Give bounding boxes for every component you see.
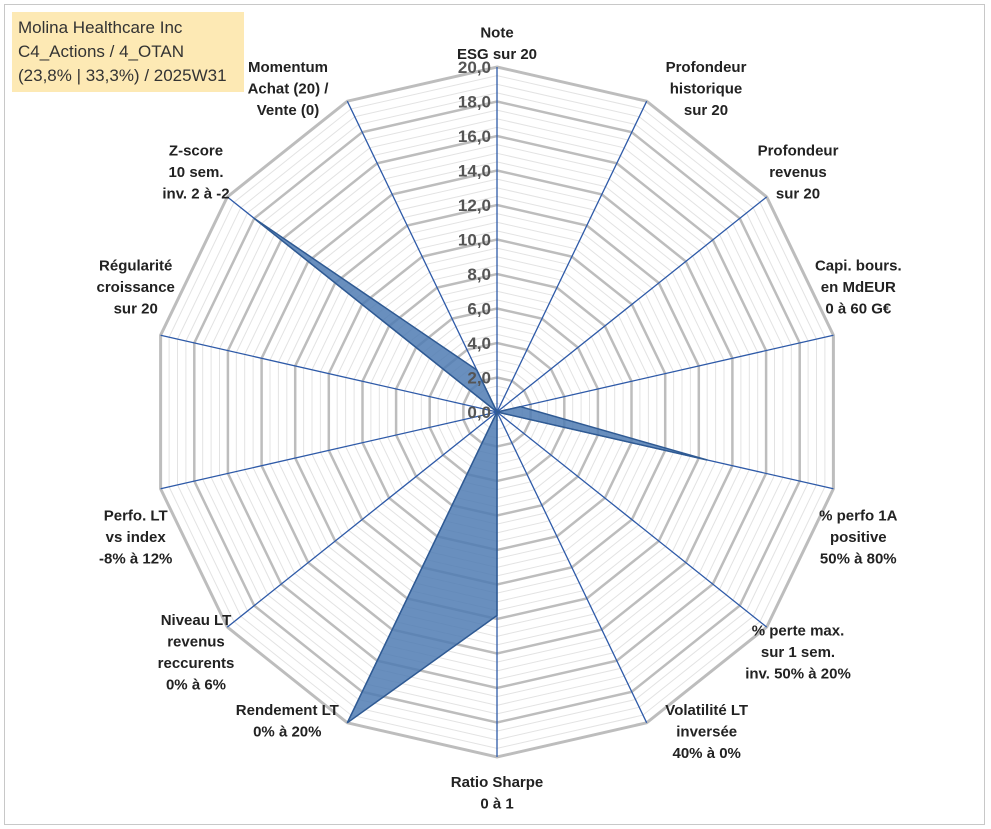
series-area bbox=[253, 217, 708, 724]
category-label: Profondeur historique sur 20 bbox=[666, 59, 747, 119]
radial-tick-labels: 0,0 2,0 4,0 6,0 8,0 10,0 12,0 14,0 16,0 18,0 20,0 bbox=[458, 58, 491, 422]
category-label-line: Perfo. LT bbox=[104, 507, 168, 524]
category-label-line: revenus bbox=[769, 164, 827, 181]
category-label-line: Momentum bbox=[248, 59, 328, 76]
axis-spoke bbox=[496, 411, 768, 628]
title-line-company: Molina Healthcare Inc bbox=[18, 18, 183, 37]
category-label: Profondeur revenus sur 20 bbox=[758, 143, 839, 203]
axis-spoke bbox=[496, 334, 834, 413]
category-label-line: 0% à 20% bbox=[253, 723, 321, 740]
category-label: Niveau LT revenus reccurents 0% à 6% bbox=[158, 612, 235, 694]
category-label-line: en MdEUR bbox=[821, 279, 896, 296]
category-label-line: % perte max. bbox=[752, 623, 845, 640]
tick-label: 10,0 bbox=[458, 231, 491, 250]
category-label-line: sur 1 sem. bbox=[761, 644, 835, 661]
category-label-line: revenus bbox=[167, 633, 225, 650]
category-label-line: -8% à 12% bbox=[99, 550, 172, 567]
category-label-line: Vente (0) bbox=[257, 102, 320, 119]
category-label-line: reccurents bbox=[158, 655, 235, 672]
category-label: Z-score 10 sem. inv. 2 à -2 bbox=[162, 143, 229, 203]
tick-label: 6,0 bbox=[467, 300, 491, 319]
category-label-line: ESG sur 20 bbox=[457, 46, 537, 63]
category-label: Perfo. LT vs index -8% à 12% bbox=[99, 507, 172, 567]
category-label-line: croissance bbox=[97, 279, 175, 296]
category-label-line: Rendement LT bbox=[236, 702, 339, 719]
category-label-line: sur 20 bbox=[776, 186, 820, 203]
category-label-line: sur 20 bbox=[114, 301, 158, 318]
axis-spoke bbox=[226, 411, 498, 628]
category-label-line: Volatilité LT bbox=[665, 702, 748, 719]
category-label-line: historique bbox=[670, 81, 743, 98]
category-label-line: positive bbox=[830, 529, 887, 546]
category-label: Volatilité LT inversée 40% à 0% bbox=[665, 702, 748, 762]
tick-label: 0,0 bbox=[467, 403, 491, 422]
axis-spoke bbox=[160, 411, 498, 490]
category-label-line: vs index bbox=[106, 529, 167, 546]
tick-label: 18,0 bbox=[458, 93, 491, 112]
title-line-category: C4_Actions / 4_OTAN bbox=[18, 42, 184, 61]
axis-spoke bbox=[496, 411, 648, 724]
category-label-line: 10 sem. bbox=[168, 164, 223, 181]
tick-label: 14,0 bbox=[458, 162, 491, 181]
category-label: Ratio Sharpe 0 à 1 bbox=[451, 774, 544, 813]
category-label-line: inv. 2 à -2 bbox=[162, 186, 229, 203]
category-label-line: Profondeur bbox=[758, 143, 839, 160]
category-label: Rendement LT 0% à 20% bbox=[236, 702, 339, 741]
category-label-line: Ratio Sharpe bbox=[451, 774, 544, 791]
category-label: Capi. bours. en MdEUR 0 à 60 G€ bbox=[815, 258, 902, 318]
category-label: Note ESG sur 20 bbox=[457, 25, 537, 64]
category-label-line: Z-score bbox=[169, 143, 223, 160]
category-label-line: 0 à 1 bbox=[480, 796, 513, 813]
category-label: % perfo 1A positive 50% à 80% bbox=[819, 507, 898, 567]
axis-spokes bbox=[160, 67, 834, 757]
tick-label: 16,0 bbox=[458, 127, 491, 146]
category-label-line: Capi. bours. bbox=[815, 258, 902, 275]
axis-spoke bbox=[496, 196, 768, 413]
tick-label: 20,0 bbox=[458, 58, 491, 77]
category-label-line: Profondeur bbox=[666, 59, 747, 76]
category-label: Régularité croissance sur 20 bbox=[97, 258, 175, 318]
data-series bbox=[253, 217, 708, 724]
category-label-line: inversée bbox=[676, 723, 737, 740]
category-labels: Note ESG sur 20 Profondeur historique sur 20… bbox=[97, 25, 902, 813]
category-label-line: Régularité bbox=[99, 258, 172, 275]
tick-label: 2,0 bbox=[467, 369, 491, 388]
category-label: Momentum Achat (20) / Vente (0) bbox=[248, 59, 330, 119]
title-line-stats: (23,8% | 33,3%) / 2025W31 bbox=[18, 66, 227, 85]
category-label-line: Niveau LT bbox=[161, 612, 232, 629]
tick-label: 4,0 bbox=[467, 334, 491, 353]
category-label: % perte max. sur 1 sem. inv. 50% à 20% bbox=[745, 623, 851, 683]
category-label-line: Achat (20) / bbox=[248, 81, 330, 98]
category-label-line: 50% à 80% bbox=[820, 550, 897, 567]
tick-label: 12,0 bbox=[458, 196, 491, 215]
axis-spoke bbox=[160, 334, 498, 413]
category-label-line: inv. 50% à 20% bbox=[745, 666, 851, 683]
category-label-line: sur 20 bbox=[684, 102, 728, 119]
chart-title-box: Molina Healthcare Inc C4_Actions / 4_OTA… bbox=[12, 12, 244, 92]
category-label-line: 40% à 0% bbox=[673, 745, 741, 762]
tick-label: 8,0 bbox=[467, 265, 491, 284]
category-label-line: Note bbox=[480, 25, 513, 42]
axis-spoke bbox=[346, 100, 498, 413]
axis-spoke bbox=[496, 100, 648, 413]
category-label-line: 0 à 60 G€ bbox=[825, 301, 892, 318]
category-label-line: % perfo 1A bbox=[819, 507, 898, 524]
category-label-line: 0% à 6% bbox=[166, 676, 226, 693]
